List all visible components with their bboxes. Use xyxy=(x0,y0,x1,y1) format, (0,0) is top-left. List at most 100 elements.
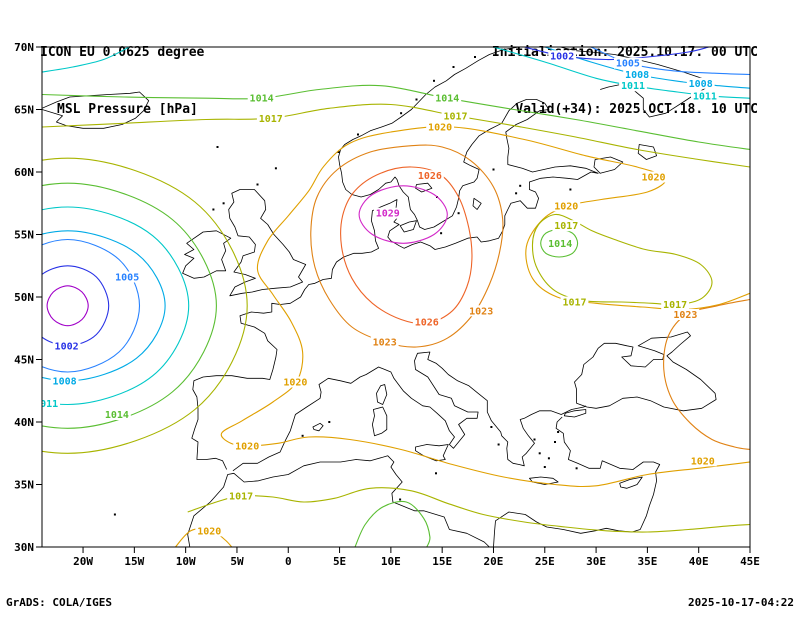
contour-label-mask xyxy=(373,207,402,219)
contour-label-mask xyxy=(42,397,60,409)
lon-tick-label: 30E xyxy=(586,555,606,568)
isobar-1008 xyxy=(544,47,750,89)
isobar-1023 xyxy=(310,144,504,348)
island-dot xyxy=(216,146,219,148)
lat-tick-label: 40N xyxy=(14,416,34,429)
contour-label: 1020 xyxy=(283,378,307,389)
isobar-1014 xyxy=(42,182,217,429)
island-dot xyxy=(515,192,518,195)
lon-tick-label: 35E xyxy=(637,555,657,568)
coastline-atlantic-europe-scandinavia xyxy=(191,47,599,470)
contour-label: 1017 xyxy=(554,221,578,232)
lon-tick-label: 45E xyxy=(740,555,760,568)
lat-tick-label: 50N xyxy=(14,291,34,304)
contour-label: 1029 xyxy=(376,209,400,220)
contour-label: 1011 xyxy=(693,91,717,102)
contour-label: 1020 xyxy=(641,173,665,184)
isobar-1026 xyxy=(340,166,473,325)
island-dot xyxy=(415,98,418,101)
isobar-1011 xyxy=(42,47,130,73)
lon-tick-label: 10W xyxy=(176,555,196,568)
island-dot xyxy=(543,466,546,468)
contour-label-mask xyxy=(552,220,581,232)
contour-label: 1020 xyxy=(428,123,452,134)
isobar-1017 xyxy=(531,213,713,306)
isobar-1002 xyxy=(42,265,110,347)
lon-tick-label: 15E xyxy=(432,555,452,568)
island-dot xyxy=(337,151,340,153)
island-dot xyxy=(357,133,359,136)
island-dot xyxy=(547,457,550,460)
island-dot xyxy=(274,167,277,170)
contour-label-mask xyxy=(623,69,651,80)
isobar-999 xyxy=(46,285,89,327)
contour-label-mask xyxy=(614,57,642,69)
contour-label-mask xyxy=(412,316,441,328)
contour-label-mask xyxy=(113,271,142,283)
lon-tick-label: 5W xyxy=(230,555,244,568)
contour-label-mask xyxy=(546,237,575,249)
contour-label-mask xyxy=(691,90,719,102)
contour-label: 1020 xyxy=(554,201,578,212)
coastline-libya-egypt-levant-anatolia xyxy=(493,416,661,547)
contour-label-mask xyxy=(671,309,700,320)
contour-label-mask xyxy=(281,376,310,388)
coastline-black-sea xyxy=(574,331,717,412)
lon-tick-label: 20E xyxy=(484,555,504,568)
island-dot xyxy=(433,79,435,82)
isobar-1011 xyxy=(42,206,190,406)
lat-tick-label: 35N xyxy=(14,479,34,492)
island-dot xyxy=(222,202,225,205)
map-content: 1005100210081011101410141017101410171020… xyxy=(42,47,750,547)
island-dot xyxy=(301,434,304,437)
coastline-lake-ladoga xyxy=(593,156,624,174)
contour-label: 1017 xyxy=(229,491,253,502)
contour-label-mask xyxy=(103,409,131,420)
lon-tick-label: 25E xyxy=(535,555,555,568)
contour-label-mask xyxy=(639,171,668,183)
lon-tick-label: 15W xyxy=(124,555,144,568)
contour-label: 1017 xyxy=(562,298,586,309)
lat-tick-label: 55N xyxy=(14,229,34,242)
contour-label-mask xyxy=(548,50,577,62)
isobar-1014 xyxy=(42,84,750,151)
isobar-1017 xyxy=(42,103,750,168)
lat-tick-label: 45N xyxy=(14,354,34,367)
title-block: ICON EU 0.0625 degree MSL Pressure [hPa] xyxy=(40,5,204,138)
contour-label-mask xyxy=(50,375,79,387)
contour-label-mask xyxy=(227,490,255,502)
contour-label: 1023 xyxy=(469,306,493,317)
contour-label: 1017 xyxy=(663,300,687,311)
contour-label: 1017 xyxy=(443,111,467,122)
coastline-britain xyxy=(228,189,307,297)
coastline-gotland xyxy=(472,197,482,210)
run-info-block: Initialisation: 2025.10.17. 00 UTC Valid… xyxy=(492,5,758,138)
contour-label: 1008 xyxy=(53,376,77,387)
island-dot xyxy=(575,467,578,470)
contour-label-mask xyxy=(370,336,399,348)
contour-label-mask xyxy=(686,77,715,89)
island-dot xyxy=(569,188,572,191)
isobar-1017 xyxy=(187,487,750,533)
island-dot xyxy=(490,426,493,428)
contour-label: 1026 xyxy=(418,171,442,182)
coastline-cyprus xyxy=(619,476,643,489)
coastline-marmara-sea xyxy=(563,409,587,418)
lat-tick-label: 30N xyxy=(14,541,34,554)
contour-label: 1020 xyxy=(691,456,715,467)
island-dot xyxy=(492,168,495,171)
island-dot xyxy=(538,452,541,455)
contour-label-mask xyxy=(661,299,689,310)
island-dot xyxy=(452,66,455,68)
contour-label-mask xyxy=(560,296,589,308)
island-dot xyxy=(328,421,331,423)
contour-label-mask xyxy=(441,110,470,122)
contour-label: 1023 xyxy=(673,310,697,321)
contour-label-mask xyxy=(416,170,444,182)
contour-label: 1014 xyxy=(250,94,274,105)
isobar-1005 xyxy=(42,238,141,373)
coastline-lake-onega xyxy=(637,144,657,160)
island-dot xyxy=(435,472,437,475)
coastline-sardinia xyxy=(372,406,388,437)
